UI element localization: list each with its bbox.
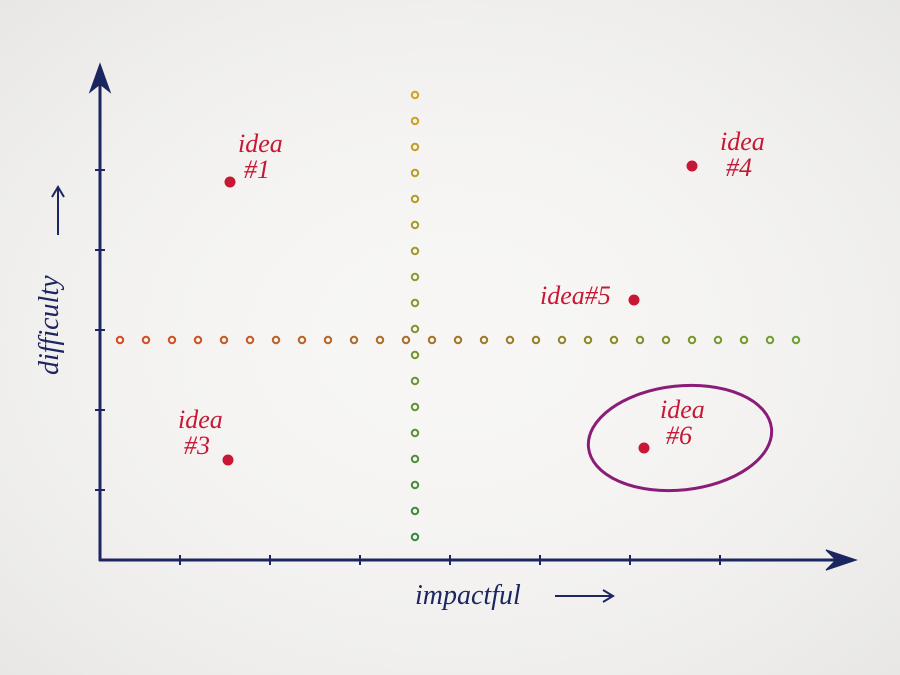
idea-label-line2: #6 (666, 421, 692, 450)
priority-matrix: difficultyimpactfulidea#1idea#4idea#5ide… (0, 0, 900, 675)
idea-label-line2: #1 (244, 155, 270, 184)
canvas-bg (0, 0, 900, 675)
idea-label-line1: idea#5 (540, 281, 611, 310)
x-axis-label: impactful (415, 580, 521, 611)
idea-dot (629, 295, 640, 306)
y-axis-label: difficulty (34, 275, 65, 375)
idea-label-line2: #4 (726, 153, 752, 182)
idea-label-line1: idea (238, 129, 283, 158)
idea-dot (223, 455, 234, 466)
idea-dot (687, 161, 698, 172)
idea-label-line1: idea (720, 127, 765, 156)
idea-dot (639, 443, 650, 454)
idea-label-line2: #3 (184, 431, 210, 460)
idea-label-line1: idea (178, 405, 223, 434)
idea-dot (225, 177, 236, 188)
idea-label-line1: idea (660, 395, 705, 424)
